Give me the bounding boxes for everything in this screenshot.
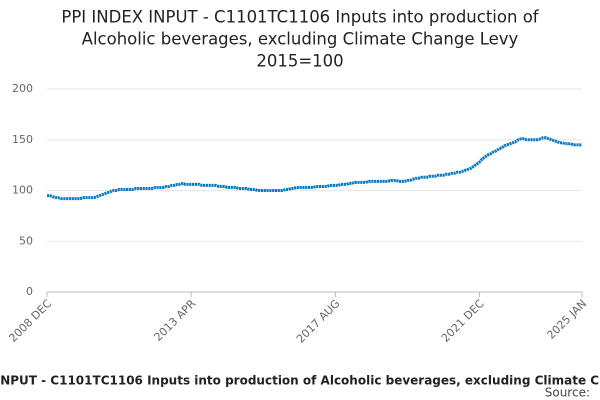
y-tick-label: 100 xyxy=(12,184,33,197)
y-tick-label: 0 xyxy=(26,285,33,298)
source: Source: xyxy=(545,386,590,400)
line xyxy=(47,136,582,201)
x-tick-label: 2025 JAN xyxy=(544,297,589,342)
x-tick-label: 2013 APR xyxy=(152,297,199,344)
y-tick-label: 150 xyxy=(12,133,33,146)
y-tick-label: 50 xyxy=(19,234,33,247)
chart-title: Alcoholic beverages, excluding Climate C… xyxy=(82,30,519,49)
x-tick-label: 2008 DEC xyxy=(6,297,54,345)
chart-title: PPI INDEX INPUT - C1101TC1106 Inputs int… xyxy=(61,8,539,27)
y-tick-label: 200 xyxy=(12,82,33,95)
chart-subtitle: 2015=100 xyxy=(256,52,343,71)
x-tick-label: 2017 AUG xyxy=(294,297,343,346)
footer-title: PPI INDEX INPUT - C1101TC1106 Inputs int… xyxy=(0,374,600,388)
x-tick-label: 2021 DEC xyxy=(439,297,487,345)
